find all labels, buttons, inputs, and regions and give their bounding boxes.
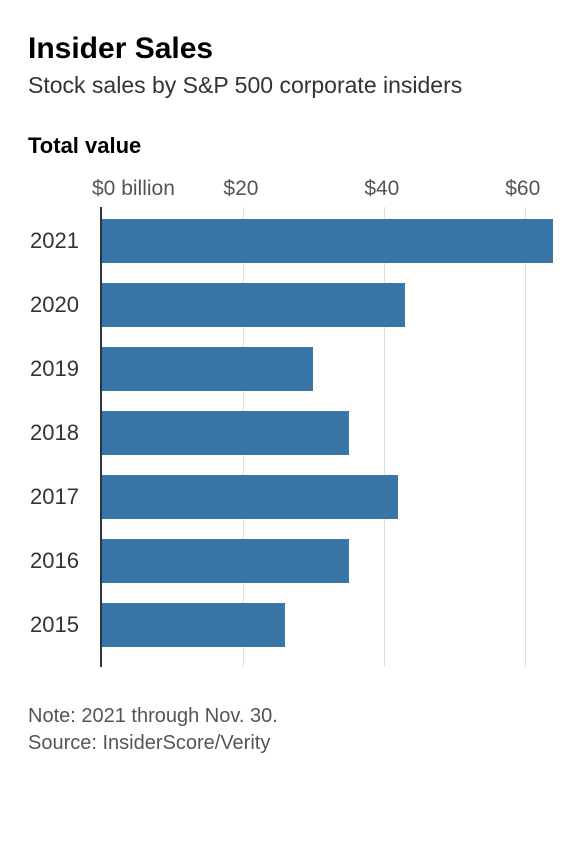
bar (102, 283, 405, 327)
x-tick-label: $40 (364, 177, 399, 201)
bar (102, 539, 349, 583)
bar (102, 475, 398, 519)
bar-row: 2017 (102, 475, 398, 519)
chart-container: Insider Sales Stock sales by S&P 500 cor… (0, 0, 588, 854)
bar-row: 2021 (102, 219, 553, 263)
x-tick-label: $20 (223, 177, 258, 201)
y-axis-label: 2017 (30, 484, 94, 510)
x-tick-label: $60 (505, 177, 540, 201)
y-axis-label: 2015 (30, 612, 94, 638)
bar (102, 347, 313, 391)
bar (102, 603, 285, 647)
gridline (525, 207, 526, 667)
bar-row: 2018 (102, 411, 349, 455)
x-axis: $0 billion$20$40$60 (100, 177, 558, 207)
bar-row: 2020 (102, 283, 405, 327)
page-subtitle: Stock sales by S&P 500 corporate insider… (28, 72, 560, 99)
chart-title: Total value (28, 133, 560, 159)
chart-footnote: Note: 2021 through Nov. 30. (28, 705, 560, 728)
plot-area: 2021 2020 2019 2018 2017 2016 2015 (100, 207, 558, 667)
y-axis-label: 2020 (30, 292, 94, 318)
y-axis-label: 2019 (30, 356, 94, 382)
bar-row: 2019 (102, 347, 313, 391)
bar-row: 2016 (102, 539, 349, 583)
y-axis-label: 2016 (30, 548, 94, 574)
page-title: Insider Sales (28, 32, 560, 66)
chart-source: Source: InsiderScore/Verity (28, 732, 560, 755)
bar (102, 219, 553, 263)
gridline (384, 207, 385, 667)
bar-row: 2015 (102, 603, 285, 647)
x-tick-label: $0 billion (92, 177, 175, 201)
chart-area: $0 billion $20 $40 $60 2021 2020 2019 2018 2017… (28, 177, 558, 677)
bar (102, 411, 349, 455)
y-axis-label: 2018 (30, 420, 94, 446)
y-axis-label: 2021 (30, 228, 94, 254)
